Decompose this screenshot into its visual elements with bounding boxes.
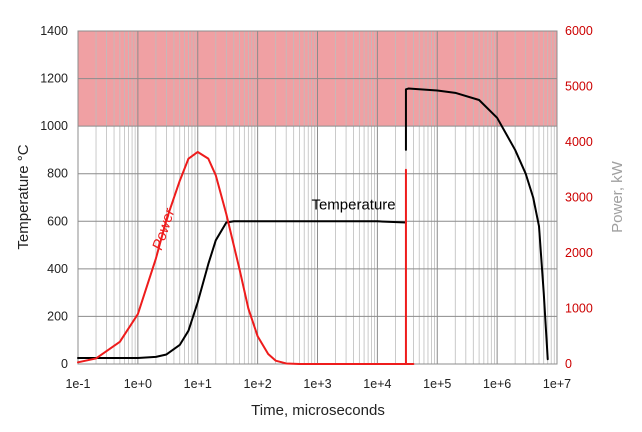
y-left-tick-label: 200 <box>47 309 68 323</box>
y-right-tick-label: 6000 <box>565 24 593 38</box>
series-line-power <box>77 150 415 365</box>
series-line-temperature <box>77 220 407 360</box>
y-left-tick-label: 1000 <box>40 119 68 133</box>
x-tick-label: 1e+4 <box>363 377 391 391</box>
y-right-tick-label: 1000 <box>565 302 593 316</box>
y-left-tick-label: 800 <box>47 167 68 181</box>
x-tick-label: 1e+6 <box>483 377 511 391</box>
y-left-tick-label: 600 <box>47 214 68 228</box>
y-right-tick-label: 0 <box>565 357 572 371</box>
y-left-tick-label: 1400 <box>40 24 68 38</box>
x-tick-label: 1e+7 <box>543 377 571 391</box>
grid-layer <box>77 30 558 365</box>
x-tick-label: 1e+0 <box>124 377 152 391</box>
y-axis-right-title: Power, kW <box>609 160 626 233</box>
x-tick-label: 1e+5 <box>423 377 451 391</box>
annotation-temperature: Temperature <box>311 196 395 213</box>
x-axis-title: Time, microseconds <box>251 402 385 419</box>
x-tick-label: 1e+3 <box>303 377 331 391</box>
y-right-tick-label: 2000 <box>565 246 593 260</box>
y-right-tick-label: 5000 <box>565 80 593 94</box>
x-tick-label: 1e+2 <box>244 377 272 391</box>
y-left-tick-label: 400 <box>47 262 68 276</box>
series-layer <box>77 87 549 365</box>
y-right-tick-label: 3000 <box>565 191 593 205</box>
y-left-tick-label: 0 <box>61 357 68 371</box>
series-line-temperature-second-phase <box>404 87 549 361</box>
y-axis-left-title: Temperature °C <box>15 144 32 249</box>
x-tick-label: 1e+1 <box>184 377 212 391</box>
y-right-tick-label: 4000 <box>565 135 593 149</box>
y-left-tick-label: 1200 <box>40 72 68 86</box>
tick-layer: 0 200 400 600 800 1000 1200 1400 0 1000 2000 3000 40… <box>40 24 593 391</box>
x-tick-label: 1e-1 <box>65 377 90 391</box>
